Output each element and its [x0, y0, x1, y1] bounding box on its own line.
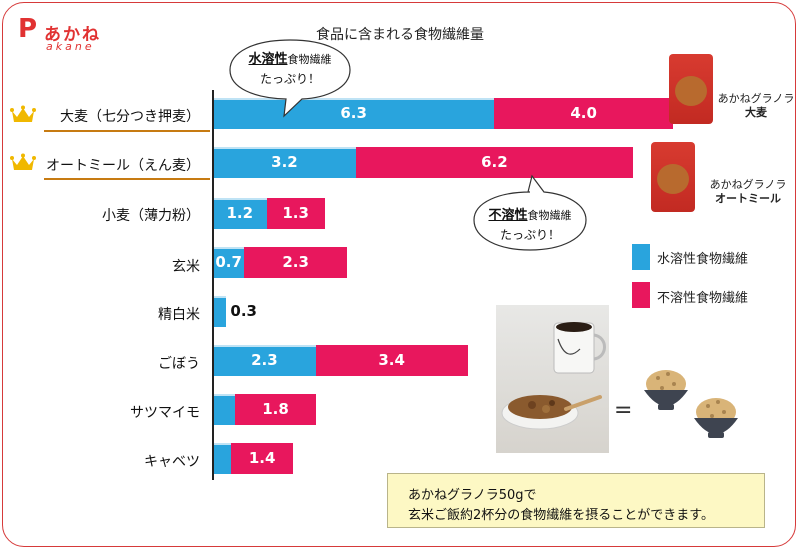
- category-label: 玄米: [172, 259, 200, 275]
- bar-insoluble: [235, 394, 316, 425]
- bar-value-label: 6.3: [340, 104, 367, 122]
- bar-value-label: 1.3: [282, 204, 309, 222]
- crown-icon: [10, 105, 36, 122]
- bar-insoluble: [355, 147, 633, 178]
- note-line-2: 玄米ご飯約2杯分の食物繊維を摂ることができます。: [408, 508, 714, 523]
- legend-label-insoluble: 不溶性食物繊維: [657, 291, 749, 306]
- category-label: 小麦（薄力粉）: [102, 208, 200, 224]
- bar-value-label: 6.2: [481, 153, 508, 171]
- insoluble-callout-strong: 不溶性: [488, 208, 528, 223]
- product-variant: オートミール: [715, 192, 781, 206]
- soluble-callout-rest: 食物繊維: [287, 53, 332, 66]
- bar-soluble: [213, 394, 236, 425]
- bar-soluble: [213, 247, 245, 278]
- highlight-underline: [44, 130, 210, 132]
- granola-barley-package: [669, 54, 713, 124]
- brown-rice-bowls: [644, 370, 738, 438]
- bar-soluble: [213, 443, 231, 474]
- category-label: キャベツ: [144, 454, 200, 470]
- logo-mark: P: [18, 14, 38, 44]
- product-name: あかねグラノラ: [717, 92, 795, 105]
- insoluble-callout-line2: たっぷり！: [499, 228, 560, 242]
- rice-bowl-icon: [644, 370, 688, 410]
- crown-icon: [10, 153, 36, 170]
- bar-value-label: 1.2: [226, 204, 254, 222]
- soluble-callout-strong: 水溶性: [248, 52, 288, 67]
- insoluble-callout-rest: 食物繊維: [527, 209, 572, 222]
- bar-value-label: 3.2: [271, 153, 298, 171]
- insoluble-callout: 不溶性食物繊維 たっぷり！: [466, 174, 594, 258]
- bar-insoluble: [244, 247, 347, 278]
- bar-value-label: 3.4: [378, 351, 405, 369]
- legend-swatch-soluble: [632, 244, 650, 270]
- y-axis: [212, 90, 214, 480]
- granola-oatmeal-package: [651, 142, 695, 212]
- note-line-1: あかねグラノラ50gで: [408, 488, 537, 503]
- logo-en: akane: [46, 40, 95, 53]
- bar-value-label: 4.0: [570, 104, 597, 122]
- legend-swatch-insoluble: [632, 282, 650, 308]
- bar-value-label: 0.7: [215, 253, 242, 271]
- akane-logo: P あかね akane: [18, 10, 114, 54]
- soluble-callout-line2: たっぷり！: [259, 72, 320, 86]
- bar-soluble: [213, 147, 356, 178]
- bar-value-label: 0.3: [230, 302, 257, 320]
- product-variant: 大麦: [745, 106, 767, 120]
- granola-bowl-photo: [496, 305, 609, 453]
- bar-soluble: [213, 98, 495, 129]
- bar-insoluble: [266, 198, 325, 229]
- bar-insoluble: [315, 345, 468, 376]
- category-label: ごぼう: [158, 356, 200, 372]
- info-note: あかねグラノラ50gで 玄米ご飯約2杯分の食物繊維を摂ることができます。: [387, 473, 765, 528]
- chart-title: 食品に含まれる食物繊維量: [316, 27, 484, 43]
- bar-soluble: [213, 198, 267, 229]
- equals-sign: =: [614, 398, 633, 423]
- category-label: サツマイモ: [130, 405, 200, 421]
- bar-value-label: 1.4: [248, 449, 276, 467]
- product-caption-barley: あかねグラノラ 大麦: [716, 92, 796, 121]
- soluble-callout: 水溶性食物繊維 たっぷり！: [226, 36, 354, 120]
- bar-soluble: [213, 296, 227, 327]
- category-label: 精白米: [158, 307, 200, 323]
- highlight-underline: [44, 178, 210, 180]
- legend-label-soluble: 水溶性食物繊維: [657, 252, 749, 267]
- logo-jp: あかね: [44, 25, 101, 45]
- bar-value-label: 2.3: [251, 351, 278, 369]
- bar-insoluble: [230, 443, 294, 474]
- bar-insoluble: [494, 98, 673, 129]
- product-name: あかねグラノラ: [709, 178, 787, 191]
- bar-value-label: 1.8: [262, 400, 289, 418]
- product-caption-oatmeal: あかねグラノラ オートミール: [698, 178, 798, 207]
- rice-bowl-icon: [694, 398, 738, 438]
- bar-soluble: [213, 345, 316, 376]
- bar-value-label: 2.3: [282, 253, 309, 271]
- category-label: オートミール（えん麦）: [46, 158, 200, 174]
- category-label: 大麦（七分つき押麦）: [60, 109, 200, 125]
